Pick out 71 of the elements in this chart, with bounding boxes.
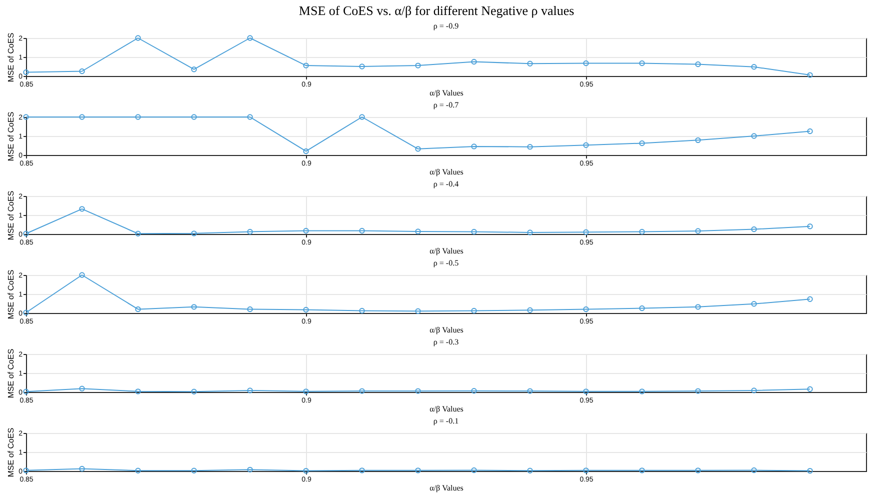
chart-subtitle: ρ = -0.1 [433, 416, 459, 426]
point [415, 146, 421, 152]
point [359, 114, 365, 120]
y-axis-title: MSE of CoES [6, 348, 16, 398]
point [135, 230, 141, 236]
point [583, 229, 589, 235]
point [695, 61, 701, 68]
point [303, 148, 309, 154]
point [247, 114, 253, 120]
chart-subtitle: ρ = -0.4 [433, 179, 459, 188]
point [191, 114, 197, 120]
point [695, 304, 701, 310]
point [247, 306, 253, 312]
point [751, 301, 757, 307]
point [471, 308, 477, 314]
point [527, 307, 533, 313]
point [639, 228, 645, 235]
y-axis-title: MSE of CoES [6, 190, 16, 240]
point [471, 228, 477, 235]
chart-title: MSE of CoES vs. α/β for different Negative ρ values [298, 2, 574, 18]
point [751, 64, 757, 70]
point [695, 228, 701, 234]
point [415, 228, 421, 234]
x-axis-title: α/β Values [430, 404, 464, 414]
point [191, 230, 197, 236]
point [527, 60, 533, 66]
point [639, 60, 645, 66]
y-axis-title: MSE of CoES [6, 32, 16, 82]
point [247, 35, 253, 41]
point [359, 64, 365, 70]
point [471, 144, 477, 150]
y-axis-title: MSE of CoES [6, 428, 16, 478]
point [79, 68, 85, 74]
point [415, 308, 421, 314]
point [79, 114, 85, 120]
point [415, 62, 421, 68]
point [79, 206, 85, 212]
point [303, 62, 309, 68]
chart-subtitle: ρ = -0.5 [433, 258, 459, 268]
point [639, 305, 645, 312]
point [79, 272, 85, 278]
point [583, 306, 589, 312]
point [527, 230, 533, 236]
x-axis-title: α/β Values [430, 246, 464, 256]
y-axis-title: MSE of CoES [6, 270, 16, 320]
point [471, 58, 477, 65]
point [359, 228, 365, 234]
point [303, 228, 309, 234]
point [583, 142, 589, 148]
x-axis-title: α/β Values [430, 484, 464, 492]
x-axis-title: α/β Values [430, 88, 464, 98]
point [303, 306, 309, 313]
point [583, 60, 589, 66]
point [191, 66, 197, 72]
point [751, 133, 757, 139]
point [135, 35, 141, 41]
point [135, 306, 141, 312]
chart-subtitle: ρ = -0.9 [433, 21, 459, 30]
point [247, 228, 253, 235]
point [695, 137, 701, 144]
point [359, 308, 365, 314]
point [639, 140, 645, 146]
point [191, 304, 197, 310]
x-axis-title: α/β Values [430, 168, 464, 176]
point [751, 226, 757, 232]
chart-subtitle: ρ = -0.3 [433, 337, 459, 346]
chart-subtitle: ρ = -0.7 [433, 100, 459, 110]
point [527, 144, 533, 150]
point [135, 114, 141, 120]
y-axis-title: MSE of CoES [6, 112, 16, 162]
x-axis-title: α/β Values [430, 326, 464, 334]
